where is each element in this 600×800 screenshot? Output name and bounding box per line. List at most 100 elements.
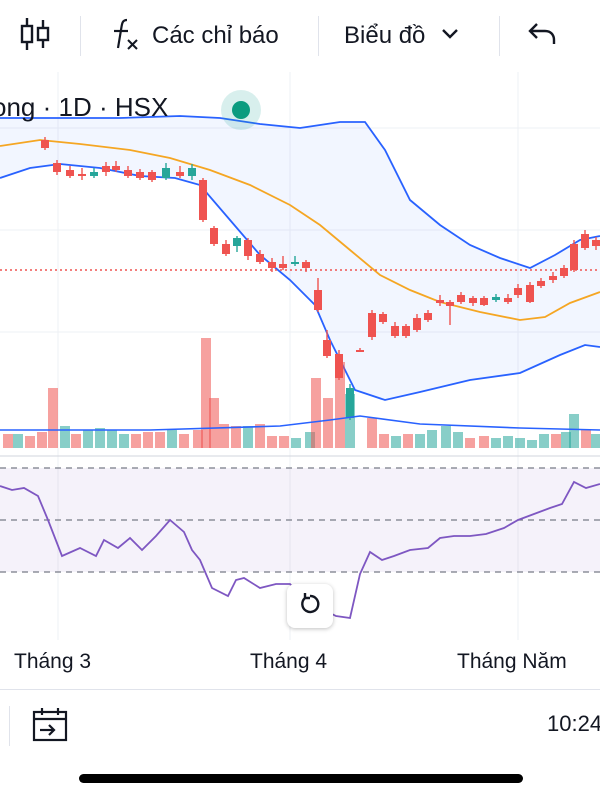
volume-bar bbox=[441, 426, 451, 448]
function-icon bbox=[108, 14, 142, 59]
volume-bar bbox=[48, 388, 58, 448]
volume-bar bbox=[491, 438, 501, 448]
volume-bar bbox=[581, 430, 591, 448]
candle-body bbox=[526, 285, 534, 302]
candle-body bbox=[379, 314, 387, 322]
volume-bar bbox=[415, 434, 425, 448]
candle-body bbox=[176, 172, 184, 176]
candle-body bbox=[469, 298, 477, 303]
candle-body bbox=[413, 318, 421, 330]
volume-bar bbox=[323, 398, 333, 448]
volume-bar bbox=[551, 434, 561, 448]
candle-body bbox=[560, 268, 568, 276]
candle-body bbox=[244, 240, 252, 256]
volume-bar bbox=[335, 362, 345, 448]
candle-body bbox=[436, 300, 444, 303]
x-axis-label: Tháng Năm bbox=[457, 650, 567, 673]
volume-bar bbox=[291, 438, 301, 448]
chart-canvas[interactable] bbox=[0, 72, 600, 689]
volume-bar bbox=[107, 430, 117, 448]
volume-bar bbox=[60, 426, 70, 448]
volume-bar bbox=[379, 434, 389, 448]
reset-icon bbox=[297, 591, 323, 622]
volume-bar bbox=[219, 424, 229, 448]
volume-bar bbox=[243, 426, 253, 448]
volume-ma-line bbox=[0, 415, 600, 431]
chevron-down-icon bbox=[441, 27, 459, 45]
volume-bar bbox=[179, 434, 189, 448]
volume-bar bbox=[391, 436, 401, 448]
market-status-indicator[interactable] bbox=[221, 90, 261, 130]
volume-bar bbox=[311, 378, 321, 448]
volume-bar bbox=[25, 436, 35, 448]
volume-bar bbox=[83, 430, 93, 448]
candle-body bbox=[188, 168, 196, 176]
candlestick-icon bbox=[18, 14, 52, 59]
volume-bar bbox=[515, 438, 525, 448]
volume-bar bbox=[267, 436, 277, 448]
candle-body bbox=[391, 326, 399, 336]
chart-style-button[interactable] bbox=[18, 10, 52, 62]
candle-body bbox=[592, 240, 600, 246]
indicators-button[interactable]: Các chỉ báo bbox=[108, 10, 279, 62]
volume-bar bbox=[345, 394, 355, 448]
chart-toolbar: Các chỉ báo Biểu đồ bbox=[0, 0, 600, 72]
undo-button[interactable] bbox=[526, 10, 558, 62]
volume-bar bbox=[427, 430, 437, 448]
candle-body bbox=[368, 313, 376, 337]
candle-body bbox=[124, 170, 132, 176]
volume-bar bbox=[279, 436, 289, 448]
candle-body bbox=[570, 244, 578, 270]
volume-bar bbox=[403, 434, 413, 448]
chart-type-label: Biểu đồ bbox=[344, 22, 426, 49]
toolbar-divider bbox=[499, 16, 500, 56]
volume-bar bbox=[209, 398, 219, 448]
toolbar-divider bbox=[80, 16, 81, 56]
price-chart[interactable] bbox=[0, 72, 600, 689]
volume-bar bbox=[193, 430, 203, 448]
candle-body bbox=[162, 168, 170, 178]
x-axis-label: Tháng 4 bbox=[250, 650, 328, 673]
indicators-label: Các chỉ báo bbox=[152, 22, 279, 49]
volume-bar bbox=[37, 432, 47, 448]
volume-bar bbox=[231, 426, 241, 448]
candle-body bbox=[402, 326, 410, 336]
volume-bar bbox=[367, 418, 377, 448]
chart-type-dropdown[interactable]: Biểu đồ bbox=[344, 10, 459, 62]
symbol-info-label[interactable]: ong · 1D · HSX bbox=[0, 92, 169, 122]
candle-body bbox=[446, 302, 454, 306]
candle-body bbox=[514, 288, 522, 295]
x-axis-label: Tháng 3 bbox=[14, 650, 92, 673]
go-to-date-button[interactable] bbox=[30, 706, 70, 749]
volume-bar bbox=[465, 438, 475, 448]
candle-body bbox=[323, 340, 331, 356]
reset-chart-button[interactable] bbox=[287, 584, 333, 628]
candle-body bbox=[504, 298, 512, 302]
candle-body bbox=[291, 262, 299, 264]
candle-body bbox=[66, 170, 74, 176]
candle-body bbox=[480, 298, 488, 305]
candle-body bbox=[356, 350, 364, 352]
candle-body bbox=[457, 295, 465, 302]
volume-bar bbox=[479, 436, 489, 448]
volume-bar bbox=[527, 440, 537, 448]
volume-bar bbox=[155, 432, 165, 448]
volume-bar bbox=[143, 432, 153, 448]
volume-bar bbox=[453, 432, 463, 448]
volume-bar bbox=[131, 434, 141, 448]
bollinger-fill bbox=[0, 116, 600, 400]
candle-body bbox=[210, 228, 218, 244]
candle-body bbox=[279, 264, 287, 268]
volume-bar bbox=[569, 414, 579, 448]
volume-bar bbox=[539, 434, 549, 448]
home-indicator bbox=[79, 774, 523, 783]
toolbar-divider bbox=[318, 16, 319, 56]
volume-bar bbox=[201, 338, 211, 448]
candle-body bbox=[53, 163, 61, 172]
volume-bar bbox=[3, 434, 13, 448]
volume-bar bbox=[305, 432, 315, 448]
candle-body bbox=[256, 254, 264, 262]
candle-body bbox=[537, 281, 545, 286]
volume-bar bbox=[167, 430, 177, 448]
volume-bar bbox=[561, 432, 571, 448]
